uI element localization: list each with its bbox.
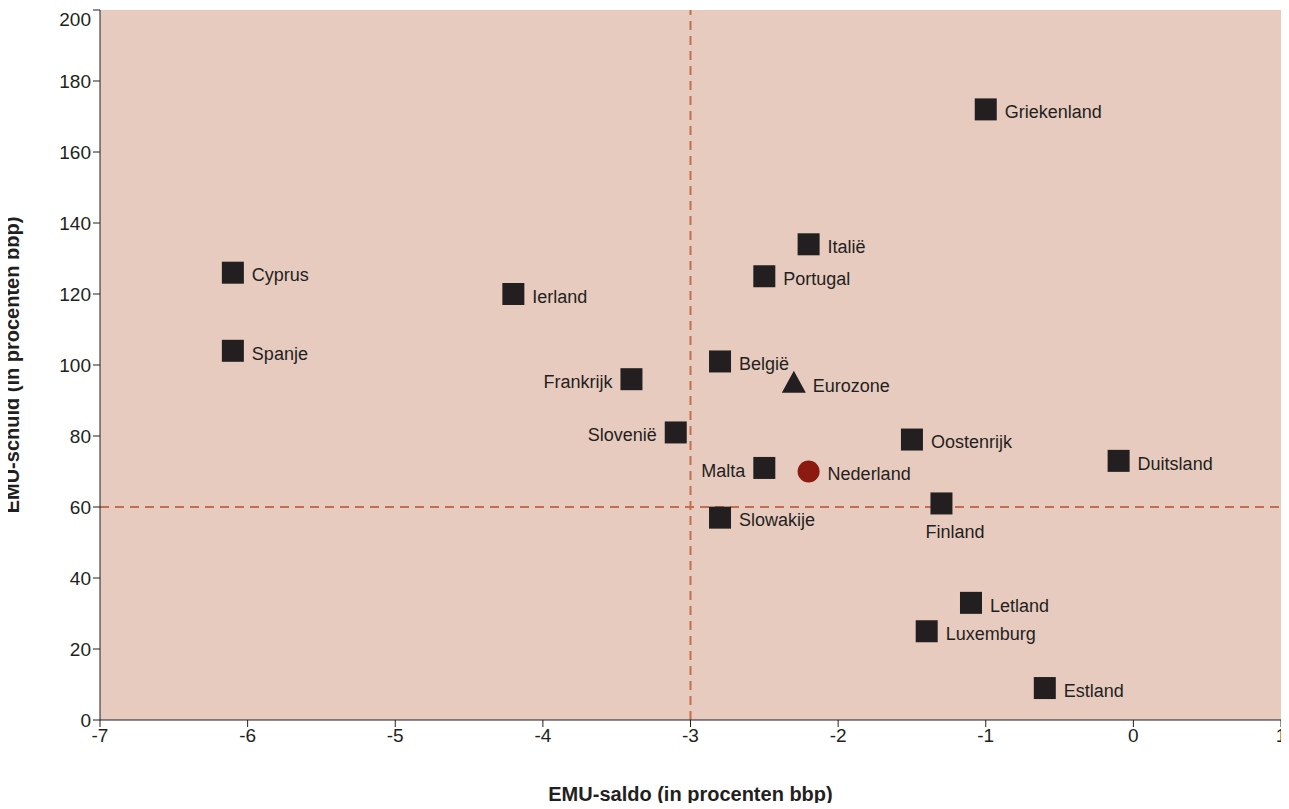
svg-text:0: 0 [1128,725,1139,746]
svg-text:Estland: Estland [1064,681,1124,701]
svg-text:Duitsland: Duitsland [1138,454,1213,474]
svg-text:0: 0 [80,710,91,731]
svg-text:160: 160 [59,142,91,163]
svg-text:Cyprus: Cyprus [252,265,309,285]
svg-text:Spanje: Spanje [252,344,308,364]
svg-text:Malta: Malta [701,461,746,481]
svg-text:EMU-schuld (in procenten bbp): EMU-schuld (in procenten bbp) [8,217,23,514]
svg-text:-7: -7 [92,725,109,746]
svg-text:120: 120 [59,284,91,305]
svg-text:60: 60 [70,497,91,518]
svg-text:-5: -5 [387,725,404,746]
svg-text:40: 40 [70,568,91,589]
svg-text:Portugal: Portugal [783,269,850,289]
svg-text:België: België [739,354,789,374]
svg-text:-6: -6 [239,725,256,746]
svg-text:-1: -1 [977,725,994,746]
svg-text:Griekenland: Griekenland [1005,102,1102,122]
svg-text:-4: -4 [534,725,551,746]
svg-text:80: 80 [70,426,91,447]
svg-text:200: 200 [59,9,91,30]
svg-text:20: 20 [70,639,91,660]
svg-text:EMU-saldo (in procenten bbp): EMU-saldo (in procenten bbp) [548,783,832,803]
svg-text:Nederland: Nederland [828,464,911,484]
svg-text:Ierland: Ierland [532,287,587,307]
svg-text:Oostenrijk: Oostenrijk [931,432,1013,452]
svg-text:100: 100 [59,355,91,376]
svg-text:Frankrijk: Frankrijk [543,372,613,392]
svg-text:180: 180 [59,71,91,92]
svg-text:Slowakije: Slowakije [739,510,815,530]
svg-text:-3: -3 [682,725,699,746]
svg-text:Slovenië: Slovenië [588,425,657,445]
svg-text:-2: -2 [830,725,847,746]
svg-text:Letland: Letland [990,596,1049,616]
svg-text:Italië: Italië [828,237,866,257]
svg-text:140: 140 [59,213,91,234]
svg-text:Luxemburg: Luxemburg [946,624,1036,644]
svg-text:Finland: Finland [925,522,984,542]
svg-text:1: 1 [1276,725,1281,746]
svg-text:Eurozone: Eurozone [813,376,890,396]
